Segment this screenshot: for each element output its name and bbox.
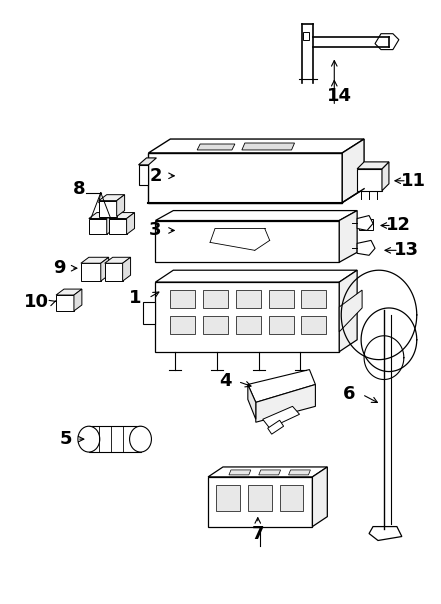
Text: 10: 10 bbox=[24, 293, 49, 311]
Polygon shape bbox=[143, 302, 155, 324]
Polygon shape bbox=[81, 257, 109, 263]
Polygon shape bbox=[357, 169, 382, 191]
Polygon shape bbox=[248, 385, 256, 419]
Polygon shape bbox=[109, 213, 135, 219]
Text: 12: 12 bbox=[386, 216, 411, 234]
Polygon shape bbox=[357, 216, 373, 231]
Polygon shape bbox=[170, 316, 195, 334]
Polygon shape bbox=[138, 158, 157, 165]
Text: 7: 7 bbox=[251, 524, 264, 542]
Polygon shape bbox=[203, 316, 228, 334]
Polygon shape bbox=[357, 240, 375, 255]
Polygon shape bbox=[242, 143, 295, 150]
Text: 2: 2 bbox=[149, 167, 162, 185]
Text: 5: 5 bbox=[60, 430, 72, 448]
Polygon shape bbox=[268, 420, 284, 434]
Polygon shape bbox=[256, 385, 315, 422]
Polygon shape bbox=[123, 257, 131, 281]
Polygon shape bbox=[382, 162, 389, 191]
Polygon shape bbox=[208, 467, 327, 477]
Polygon shape bbox=[155, 220, 339, 262]
Text: 8: 8 bbox=[73, 180, 85, 198]
Polygon shape bbox=[342, 139, 364, 202]
Polygon shape bbox=[357, 162, 389, 169]
Polygon shape bbox=[117, 194, 125, 217]
Polygon shape bbox=[302, 316, 326, 334]
Ellipse shape bbox=[78, 426, 100, 452]
Polygon shape bbox=[269, 290, 294, 308]
Polygon shape bbox=[197, 144, 235, 150]
Text: 4: 4 bbox=[219, 373, 231, 391]
Text: 14: 14 bbox=[327, 88, 352, 105]
Text: 1: 1 bbox=[129, 289, 142, 307]
Polygon shape bbox=[89, 426, 141, 452]
Polygon shape bbox=[105, 263, 123, 281]
Polygon shape bbox=[302, 290, 326, 308]
Polygon shape bbox=[170, 290, 195, 308]
Polygon shape bbox=[74, 289, 82, 311]
Polygon shape bbox=[101, 257, 109, 281]
Polygon shape bbox=[280, 485, 303, 510]
Polygon shape bbox=[155, 270, 357, 282]
Polygon shape bbox=[138, 165, 149, 185]
Polygon shape bbox=[216, 485, 240, 510]
Polygon shape bbox=[149, 139, 364, 153]
Polygon shape bbox=[229, 470, 251, 475]
Polygon shape bbox=[99, 194, 125, 201]
Polygon shape bbox=[339, 290, 362, 332]
Polygon shape bbox=[127, 213, 135, 234]
Polygon shape bbox=[269, 316, 294, 334]
Polygon shape bbox=[155, 211, 357, 220]
Polygon shape bbox=[56, 295, 74, 311]
Polygon shape bbox=[312, 467, 327, 527]
Polygon shape bbox=[99, 201, 117, 217]
Polygon shape bbox=[89, 219, 107, 234]
Polygon shape bbox=[339, 270, 357, 352]
Polygon shape bbox=[109, 219, 127, 234]
Polygon shape bbox=[89, 213, 115, 219]
Polygon shape bbox=[369, 527, 402, 541]
Polygon shape bbox=[203, 290, 228, 308]
Polygon shape bbox=[208, 477, 312, 527]
Polygon shape bbox=[248, 485, 272, 510]
Polygon shape bbox=[303, 32, 310, 40]
Polygon shape bbox=[288, 470, 310, 475]
Polygon shape bbox=[236, 290, 261, 308]
Text: 3: 3 bbox=[149, 222, 162, 239]
Polygon shape bbox=[236, 316, 261, 334]
Ellipse shape bbox=[130, 426, 151, 452]
Polygon shape bbox=[248, 370, 315, 402]
Text: 11: 11 bbox=[401, 172, 426, 190]
Text: 6: 6 bbox=[343, 385, 355, 403]
Polygon shape bbox=[56, 289, 82, 295]
Polygon shape bbox=[359, 219, 373, 231]
Polygon shape bbox=[259, 470, 280, 475]
Polygon shape bbox=[375, 34, 399, 50]
Text: 13: 13 bbox=[394, 242, 419, 259]
Polygon shape bbox=[105, 257, 131, 263]
Text: 9: 9 bbox=[53, 259, 65, 277]
Polygon shape bbox=[107, 213, 115, 234]
Polygon shape bbox=[149, 153, 342, 202]
Polygon shape bbox=[339, 211, 357, 262]
Polygon shape bbox=[263, 406, 299, 428]
Polygon shape bbox=[81, 263, 101, 281]
Polygon shape bbox=[155, 282, 339, 352]
